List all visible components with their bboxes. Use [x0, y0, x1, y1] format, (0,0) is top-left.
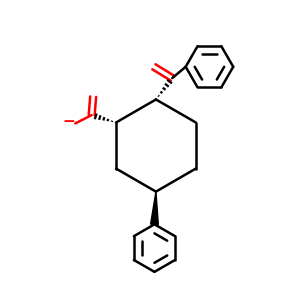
Polygon shape	[151, 192, 158, 224]
Text: −: −	[62, 114, 75, 129]
